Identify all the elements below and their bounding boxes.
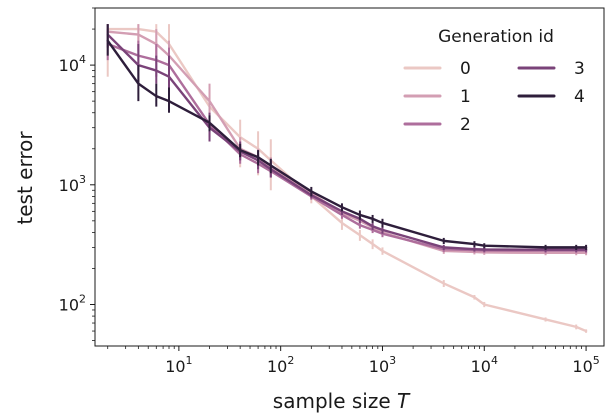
series-4 [106,24,588,251]
legend-title: Generation id [438,27,554,47]
x-axis-label: sample size T [273,389,411,413]
y-tick-label: 104 [59,53,86,75]
x-tick-base: 10 [369,357,389,376]
x-tick-exponent: 3 [389,354,396,367]
x-tick-base: 10 [267,357,287,376]
x-tick-exponent: 2 [287,354,294,367]
x-tick-label: 103 [369,354,396,376]
series-line [106,39,588,249]
y-tick-label: 102 [59,292,86,314]
legend-item-0: 0 [403,59,471,79]
legend-label: 1 [460,87,471,107]
y-tick-exponent: 4 [79,53,86,66]
legend: 0 1 2 3 4 [403,59,585,135]
x-tick-base: 10 [572,357,592,376]
x-axis-label-variable: T [397,389,411,413]
plot-frame [94,7,605,347]
x-tick-label: 104 [471,354,498,376]
x-tick-base: 10 [471,357,491,376]
legend-label: 4 [574,87,585,107]
y-tick-exponent: 3 [79,173,86,186]
y-tick-base: 10 [59,295,79,314]
y-tick-base: 10 [59,56,79,75]
legend-item-3: 3 [517,59,585,79]
y-tick-base: 10 [59,176,79,195]
series-layer [106,24,588,333]
x-tick-exponent: 1 [186,354,193,367]
x-tick-exponent: 5 [593,354,600,367]
x-tick-exponent: 4 [491,354,498,367]
x-tick-label: 101 [165,354,192,376]
legend-label: 0 [460,59,471,79]
x-tick-label: 102 [267,354,294,376]
legend-item-2: 2 [403,115,471,135]
legend-label: 3 [574,59,585,79]
x-tick-base: 10 [165,357,185,376]
x-tick-label: 105 [572,354,599,376]
y-tick-exponent: 2 [79,292,86,305]
y-tick-label: 103 [59,173,86,195]
y-axis-label: test error [13,131,37,225]
x-axis-label-text: sample size [273,389,391,413]
legend-item-4: 4 [517,87,585,107]
legend-label: 2 [460,115,471,135]
legend-item-1: 1 [403,87,471,107]
